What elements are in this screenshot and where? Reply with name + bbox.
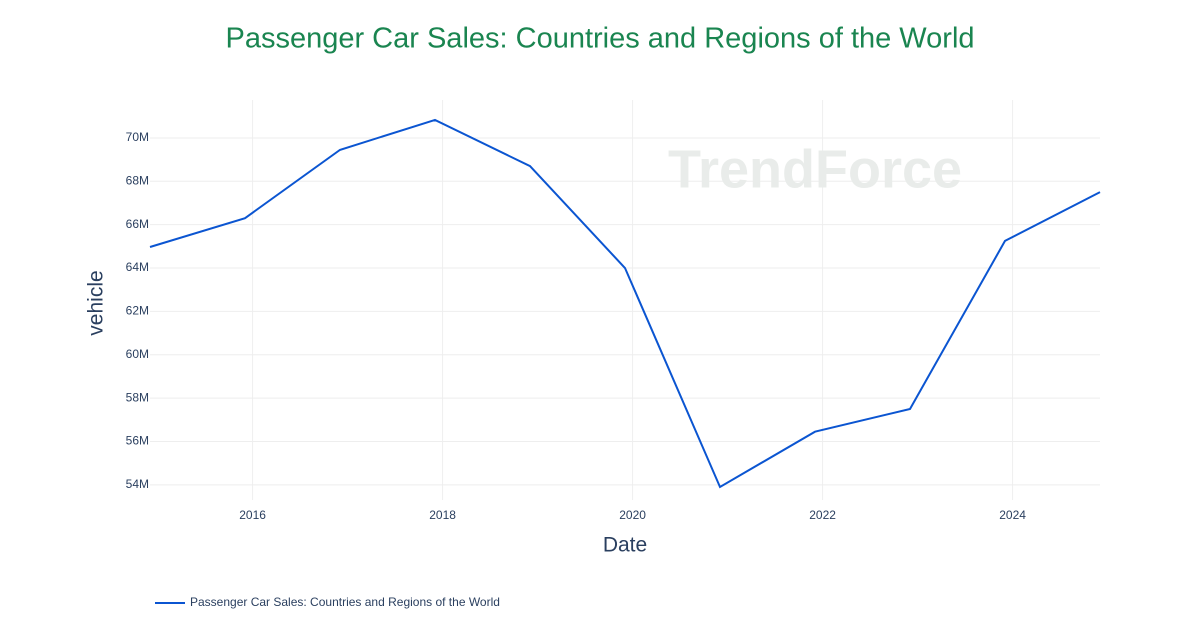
x-tick-label: 2022 [809,508,836,522]
y-tick-label: 58M [126,390,149,404]
y-tick-label: 64M [126,260,149,274]
y-tick-label: 66M [126,217,149,231]
x-tick-label: 2024 [999,508,1026,522]
y-axis-title: vehicle [85,270,108,335]
chart-title: Passenger Car Sales: Countries and Regio… [225,23,974,55]
y-tick-label: 56M [126,434,149,448]
watermark: TrendForce [668,139,962,199]
y-tick-label: 62M [126,304,149,318]
legend-label: Passenger Car Sales: Countries and Regio… [190,595,500,609]
y-tick-label: 60M [126,347,149,361]
x-tick-label: 2020 [619,508,646,522]
x-tick-label: 2016 [239,508,266,522]
y-tick-label: 54M [126,477,149,491]
x-tick-label: 2018 [429,508,456,522]
line-series [149,118,1101,489]
y-tick-label: 68M [126,173,149,187]
y-tick-label: 70M [126,130,149,144]
x-axis-title: Date [603,534,647,557]
